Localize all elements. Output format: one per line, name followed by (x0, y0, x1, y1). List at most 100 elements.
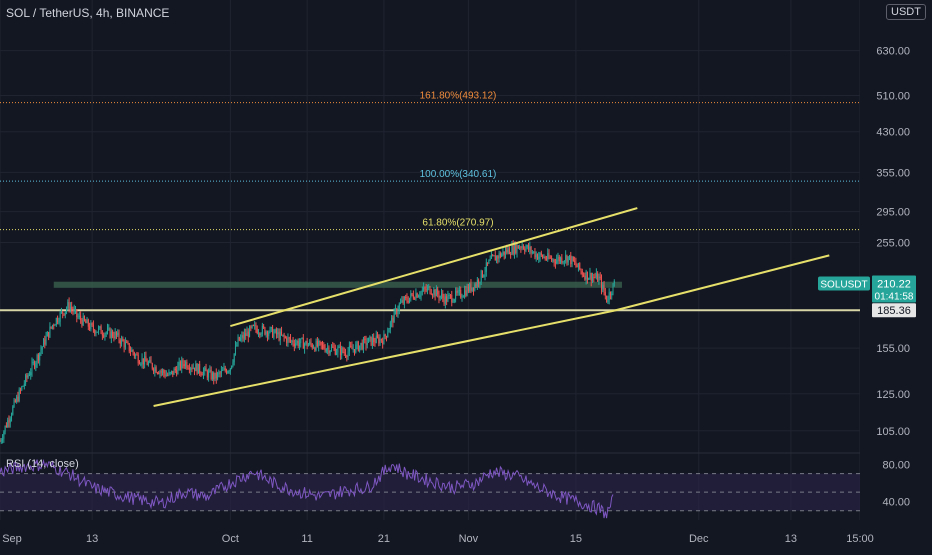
price-axis-bg (860, 0, 932, 550)
candle-body (334, 347, 336, 355)
candle-body (473, 287, 475, 291)
candle-body (551, 258, 553, 261)
candle-body (297, 341, 299, 347)
candle-body (489, 258, 491, 261)
candle-body (442, 293, 444, 298)
candle-body (103, 335, 105, 337)
candle-body (318, 340, 320, 347)
candle-body (309, 341, 311, 345)
candle-body (265, 331, 267, 335)
candle-body (68, 302, 70, 310)
candle-body (144, 356, 146, 365)
candle-body (350, 345, 352, 347)
candle-body (0, 440, 2, 442)
candle-body (196, 363, 198, 374)
candle-body (494, 255, 496, 261)
price-tick-label: 125.00 (876, 389, 910, 401)
symbol-tag (818, 276, 870, 291)
candle-body (455, 290, 457, 300)
currency-badge[interactable]: USDT (886, 4, 926, 20)
candle-body (370, 336, 372, 346)
candle-body (136, 354, 138, 356)
candle-body (164, 373, 166, 377)
candle-body (279, 331, 281, 340)
candle-body (592, 276, 594, 282)
candle-body (332, 346, 334, 348)
candle-body (41, 346, 43, 350)
price-tick-label: 510.00 (876, 91, 910, 103)
candle-body (36, 354, 38, 363)
candle-body (510, 254, 512, 256)
candle-body (563, 260, 565, 262)
candle-body (272, 327, 274, 338)
candle-body (146, 361, 148, 366)
candle-body (98, 327, 100, 332)
candle-body (147, 362, 149, 366)
candle-body (485, 262, 487, 272)
candle-body (362, 338, 364, 350)
candle-body (435, 288, 437, 297)
candle-body (287, 337, 289, 343)
candle-body (604, 291, 606, 296)
candle-body (156, 372, 158, 374)
candle-body (414, 298, 416, 300)
candle-body (76, 309, 78, 318)
candle-body (323, 344, 325, 349)
candle-body (521, 245, 523, 248)
candle-body (530, 246, 532, 253)
candle-body (150, 359, 152, 364)
candle-body (492, 254, 494, 256)
candle-body (169, 372, 171, 374)
rsi-title: RSI (14, close) (6, 458, 79, 470)
candle-body (270, 327, 272, 329)
candle-body (428, 286, 430, 288)
price-tick-label: 630.00 (876, 46, 910, 58)
candle-body (202, 370, 204, 376)
price-tick-label: 295.00 (876, 207, 910, 219)
candle-body (301, 338, 303, 340)
candle-body (95, 332, 97, 334)
candle-body (549, 257, 551, 259)
candle-body (574, 261, 576, 263)
candle-body (281, 331, 283, 335)
candle-body (37, 354, 39, 361)
candle-body (501, 254, 503, 257)
candle-body (155, 367, 157, 373)
candle-body (539, 253, 541, 257)
candle-body (83, 316, 85, 321)
candle-body (394, 309, 396, 311)
candle-body (252, 325, 254, 327)
candle-body (417, 296, 419, 298)
candle-body (315, 340, 317, 351)
candle-body (197, 363, 199, 374)
candle-body (432, 294, 434, 296)
candle-body (572, 256, 574, 262)
candle-body (245, 333, 247, 336)
candle-body (328, 347, 330, 354)
candle-body (251, 325, 253, 328)
candle-body (503, 251, 505, 256)
candle-body (588, 278, 590, 280)
time-tick-label: Dec (689, 533, 709, 545)
candle-body (53, 325, 55, 327)
candle-body (458, 289, 460, 291)
candle-body (544, 257, 546, 259)
candle-body (274, 329, 276, 333)
candle-body (223, 368, 225, 371)
candle-body (217, 372, 219, 379)
candle-body (443, 297, 445, 304)
candle-body (305, 341, 307, 344)
candle-body (132, 350, 134, 354)
trendline-lower-channel (153, 309, 615, 407)
candle-body (30, 372, 32, 376)
candle-body (190, 368, 192, 371)
candle-body (179, 361, 181, 369)
candle-body (562, 261, 564, 263)
candle-body (379, 338, 381, 344)
candle-body (461, 297, 463, 299)
candle-body (602, 284, 604, 290)
candle-body (388, 329, 390, 333)
